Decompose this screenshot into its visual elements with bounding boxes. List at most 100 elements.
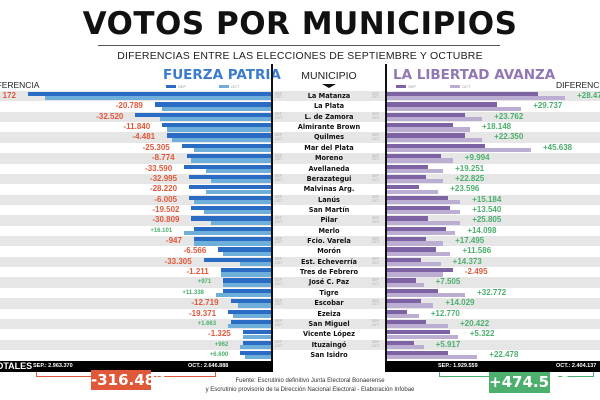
- fp-diff-value: -4.481: [132, 132, 156, 142]
- sep-oct-tag: SEP OCT: [275, 92, 282, 101]
- fp-diff-value: -6.566: [183, 246, 207, 256]
- fp-sep-bar: [230, 299, 272, 304]
- lla-sep-bar: [387, 268, 453, 273]
- lla-oct-bar: [387, 189, 439, 194]
- lla-sep-bar: [387, 185, 419, 190]
- table-row: Malvinas Arg. -28.220 +23.596: [0, 184, 600, 194]
- fp-sep-bar: [189, 195, 272, 200]
- sep-oct-tag: SEP OCT: [275, 133, 282, 142]
- municipio-name: Ituzaingó: [311, 340, 347, 349]
- fp-oct-bar: [223, 251, 272, 256]
- table-row: Vicente López -1.325 +5.322: [0, 329, 600, 339]
- diferencia-label: DIFERENCIA: [0, 80, 40, 90]
- fp-oct-bar: [191, 158, 272, 163]
- lla-diff-value: +22.350: [494, 132, 524, 142]
- lla-diff-value: +28.476: [577, 91, 600, 100]
- municipio-name: Lanús: [318, 195, 340, 204]
- fp-oct-bar: [240, 344, 272, 350]
- table-row: San Martín -19.502 +13.540: [0, 205, 600, 215]
- lla-diff-value: +17.495: [455, 236, 485, 246]
- sep-tag: SEP: [372, 195, 380, 200]
- totals-label: TOTALES: [0, 361, 33, 371]
- table-row: José C. Paz +971 +7.505 SEP OCT SEP OCT: [0, 277, 600, 288]
- fp-sep-bar: [186, 154, 272, 159]
- legend-label: OCT: [231, 84, 240, 89]
- fp-total-diff: -316.482: [91, 370, 166, 390]
- fp-legend-sep: SEP: [166, 84, 186, 89]
- lla-title: LA LIBERTAD AVANZA: [393, 67, 556, 83]
- table-row: Merlo +16.101 +14.098: [0, 226, 600, 236]
- lla-axis-line: [385, 64, 387, 372]
- lla-sep-bar: [387, 123, 453, 128]
- municipio-name: Escobar: [314, 299, 344, 308]
- lla-diff-value: +14.098: [467, 225, 497, 235]
- fp-oct-bar: [228, 324, 272, 329]
- arrow-down-icon: [322, 84, 336, 88]
- fp-sep-bar: [191, 216, 272, 221]
- title-divider: [98, 45, 500, 46]
- sep-oct-tag: SEP OCT: [275, 154, 282, 163]
- fp-sep-bar: [189, 185, 272, 190]
- sep-oct-tag: SEP OCT: [372, 174, 379, 183]
- lla-diff-value: +23.762: [494, 111, 524, 121]
- oct-tag: OCT: [275, 343, 283, 348]
- lla-sep-bar: [387, 340, 414, 345]
- sep-tag: SEP: [372, 215, 380, 220]
- fp-sep-bar: [228, 309, 272, 314]
- sep-tag: SEP: [372, 340, 380, 345]
- legend-label: SEP: [408, 84, 417, 89]
- fp-diff-value: -32.995: [149, 173, 178, 183]
- lla-diff-value: +11.586: [462, 246, 492, 256]
- oct-tag: OCT: [275, 240, 283, 245]
- sep-tag: SEP: [372, 132, 380, 137]
- municipio-name: Est. Echeverría: [301, 257, 357, 266]
- fp-diff-value: +962: [214, 341, 229, 348]
- fp-sep-bar: [191, 205, 272, 211]
- lla-oct-bar: [387, 344, 424, 350]
- lla-oct-bar: [387, 241, 444, 246]
- sep-tag: SEP: [275, 340, 283, 345]
- municipio-name: Tigre: [319, 288, 339, 297]
- lla-diff-value: +18.148: [481, 122, 512, 132]
- sep-oct-tag: SEP OCT: [275, 112, 282, 121]
- lla-sep-bar: [387, 226, 446, 231]
- lla-oct-bar: [387, 179, 444, 184]
- lla-sep-bar: [387, 143, 485, 148]
- sep-tag: SEP: [372, 257, 380, 262]
- lla-diff-value: +14.029: [445, 298, 475, 308]
- lla-sep-bar: [387, 257, 422, 262]
- fp-sep-bar: [184, 164, 272, 169]
- fp-diff-value: -947: [165, 236, 182, 246]
- fp-oct-bar: [240, 262, 272, 267]
- sep-oct-tag: SEP OCT: [275, 195, 282, 204]
- table-row: Moreno -8.774 +9.994 SEP OCT SEP OCT: [0, 153, 600, 164]
- fp-totals-bar: TOTALES SEP.: 2.963.370 OCT.: 2.646.888: [0, 361, 273, 372]
- fp-diff-value: -30.809: [152, 215, 180, 225]
- lla-diff-value: +5.917: [435, 339, 461, 349]
- lla-diff-value: +12.770: [430, 308, 460, 318]
- municipio-name: Tres de Febrero: [299, 268, 359, 277]
- lla-sep-bar: [387, 278, 417, 283]
- fp-sep-bar: [240, 351, 272, 356]
- fp-sep-bar: [223, 278, 272, 283]
- sep-tag: SEP: [275, 236, 283, 241]
- lla-sep-bar: [387, 351, 448, 356]
- footnote-line: Fuente: Escrutinio definitivo Junta Elec…: [235, 378, 385, 384]
- lla-diff-value: +25.805: [472, 215, 502, 225]
- fp-diff-value: +6.600: [209, 352, 229, 358]
- fp-diff-value: +971: [197, 279, 212, 286]
- page-title: VOTOS POR MUNICIPIOS: [82, 6, 518, 42]
- lla-sep-bar: [387, 309, 407, 314]
- fp-diff-value: -8.774: [151, 153, 175, 163]
- fp-oct-bar: [223, 282, 272, 287]
- table-row: Quilmes -4.481 +22.350 SEP OCT SEP OCT: [0, 132, 600, 143]
- lla-legend-oct: OCT: [450, 84, 470, 89]
- lla-sep-bar: [387, 164, 429, 169]
- fp-oct-bar: [220, 272, 272, 277]
- oct-tag: OCT: [275, 302, 283, 307]
- table-row: Tigre +11.338 +32.772: [0, 288, 600, 298]
- lla-sep-bar: [387, 92, 539, 97]
- lla-sep-bar: [387, 237, 427, 242]
- fp-oct-bar: [193, 148, 272, 153]
